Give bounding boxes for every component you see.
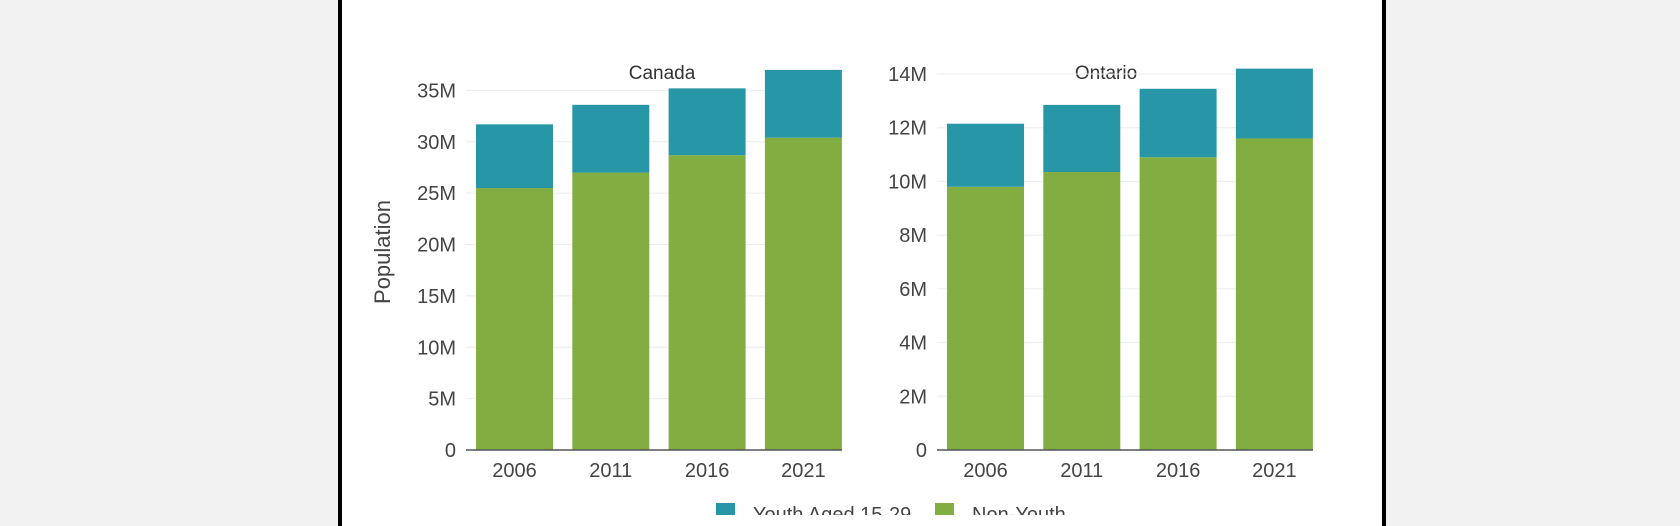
canada-y-tick-label: 30M [417,132,456,154]
ontario-x-tick-label: 2011 [1060,460,1103,482]
ontario-y-tick-label: 10M [888,171,927,193]
canada-y-tick-label: 15M [417,286,456,308]
ontario-bar-youth-2021 [1235,68,1313,139]
ontario-x-tick-label: 2016 [1156,460,1201,482]
ontario-bar-non-youth-2021 [1235,138,1313,450]
canada-y-tick-label: 0 [445,440,456,462]
canada-bar-non-youth-2011 [572,172,650,450]
legend-swatch-non-youth [935,503,954,515]
canada-x-tick-label: 2016 [685,460,730,482]
canada-y-tick-label: 20M [417,235,456,257]
ontario-y-tick-label: 12M [888,118,927,140]
canada-y-tick-label: 10M [417,337,456,359]
canada-y-tick-label: 5M [428,389,456,411]
ontario-y-tick-label: 4M [899,333,927,355]
ontario-bar-non-youth-2011 [1043,172,1121,450]
ontario-y-tick-label: 8M [899,225,927,247]
y-axis-title: Population [370,200,395,304]
canada-panel: Canada Population 0 5M 10M 15M 20M 25M 30M 35M 2… [370,63,842,482]
canada-bar-non-youth-2021 [764,137,842,451]
canada-x-tick-label: 2006 [492,460,537,482]
charts-svg: Canada Population 0 5M 10M 15M 20M 25M 30M 35M 2… [370,63,1313,515]
canada-x-tick-label: 2021 [781,460,826,482]
ontario-bar-youth-2006 [947,123,1024,187]
legend: Youth Aged 15-29 Non-Youth [716,503,1066,515]
ontario-y-tick-label: 0 [916,440,927,462]
ontario-y-tick-label: 6M [899,279,927,301]
ontario-bar-non-youth-2006 [947,186,1024,451]
canada-bar-non-youth-2006 [476,188,553,451]
ontario-y-tick-label: 14M [888,64,927,86]
ontario-x-tick-label: 2021 [1252,460,1297,482]
canada-bar-youth-2016 [668,88,746,156]
canada-x-tick-label: 2011 [589,460,632,482]
canada-title: Canada [629,63,696,84]
legend-label-youth: Youth Aged 15-29 [753,504,911,515]
canada-y-tick-label: 35M [417,80,456,102]
ontario-x-tick-label: 2006 [963,460,1008,482]
canada-bar-youth-2021 [764,69,842,138]
ontario-bar-non-youth-2016 [1139,157,1217,450]
canada-y-tick-label: 25M [417,183,456,205]
ontario-y-tick-label: 2M [899,386,927,408]
ontario-bar-youth-2011 [1043,104,1121,173]
canada-bar-youth-2011 [572,104,650,173]
legend-swatch-youth [716,503,735,515]
legend-label-non-youth: Non-Youth [972,504,1066,515]
ontario-bar-youth-2016 [1139,88,1217,158]
canada-bar-youth-2006 [476,124,553,189]
canada-bar-non-youth-2016 [668,155,746,451]
